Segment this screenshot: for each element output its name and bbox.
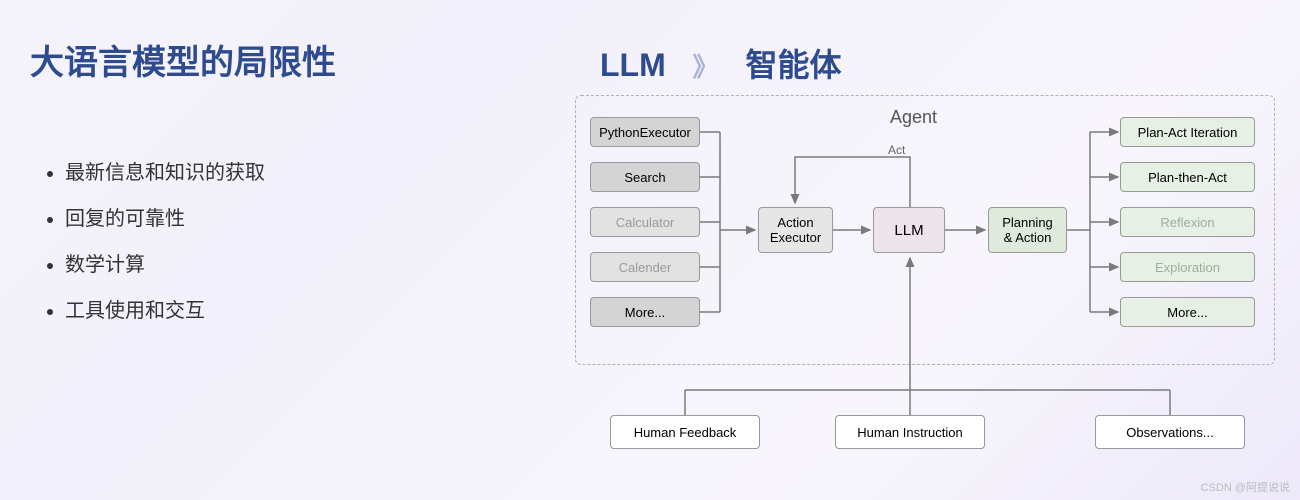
act-label: Act [888,143,905,157]
plan-node: Reflexion [1120,207,1255,237]
agent-diagram: Agent Act Py [570,95,1280,475]
bottom-node: Observations... [1095,415,1245,449]
page-title: 大语言模型的局限性 [30,35,336,84]
header-agent: 智能体 [746,47,842,83]
tool-node: PythonExecutor [590,117,700,147]
bullet-list: 最新信息和知识的获取 回复的可靠性 数学计算 工具使用和交互 [40,150,265,334]
bullet-item: 数学计算 [65,242,265,288]
agent-label: Agent [890,107,937,128]
plan-node: Plan-Act Iteration [1120,117,1255,147]
plan-node: Exploration [1120,252,1255,282]
header-right: LLM 》 智能体 [600,40,842,86]
plan-node: Plan-then-Act [1120,162,1255,192]
planning-node: Planning & Action [988,207,1067,253]
tool-node: Calculator [590,207,700,237]
bottom-node: Human Instruction [835,415,985,449]
header-llm: LLM [600,47,666,83]
tool-node: Calender [590,252,700,282]
bullet-item: 回复的可靠性 [65,196,265,242]
plan-node: More... [1120,297,1255,327]
bottom-node: Human Feedback [610,415,760,449]
llm-node: LLM [873,207,945,253]
watermark: CSDN @阿提说说 [1201,479,1290,495]
chevron-icon: 》 [693,52,719,82]
action-executor-node: Action Executor [758,207,833,253]
tool-node: More... [590,297,700,327]
bullet-item: 最新信息和知识的获取 [65,150,265,196]
bullet-item: 工具使用和交互 [65,288,265,334]
tool-node: Search [590,162,700,192]
